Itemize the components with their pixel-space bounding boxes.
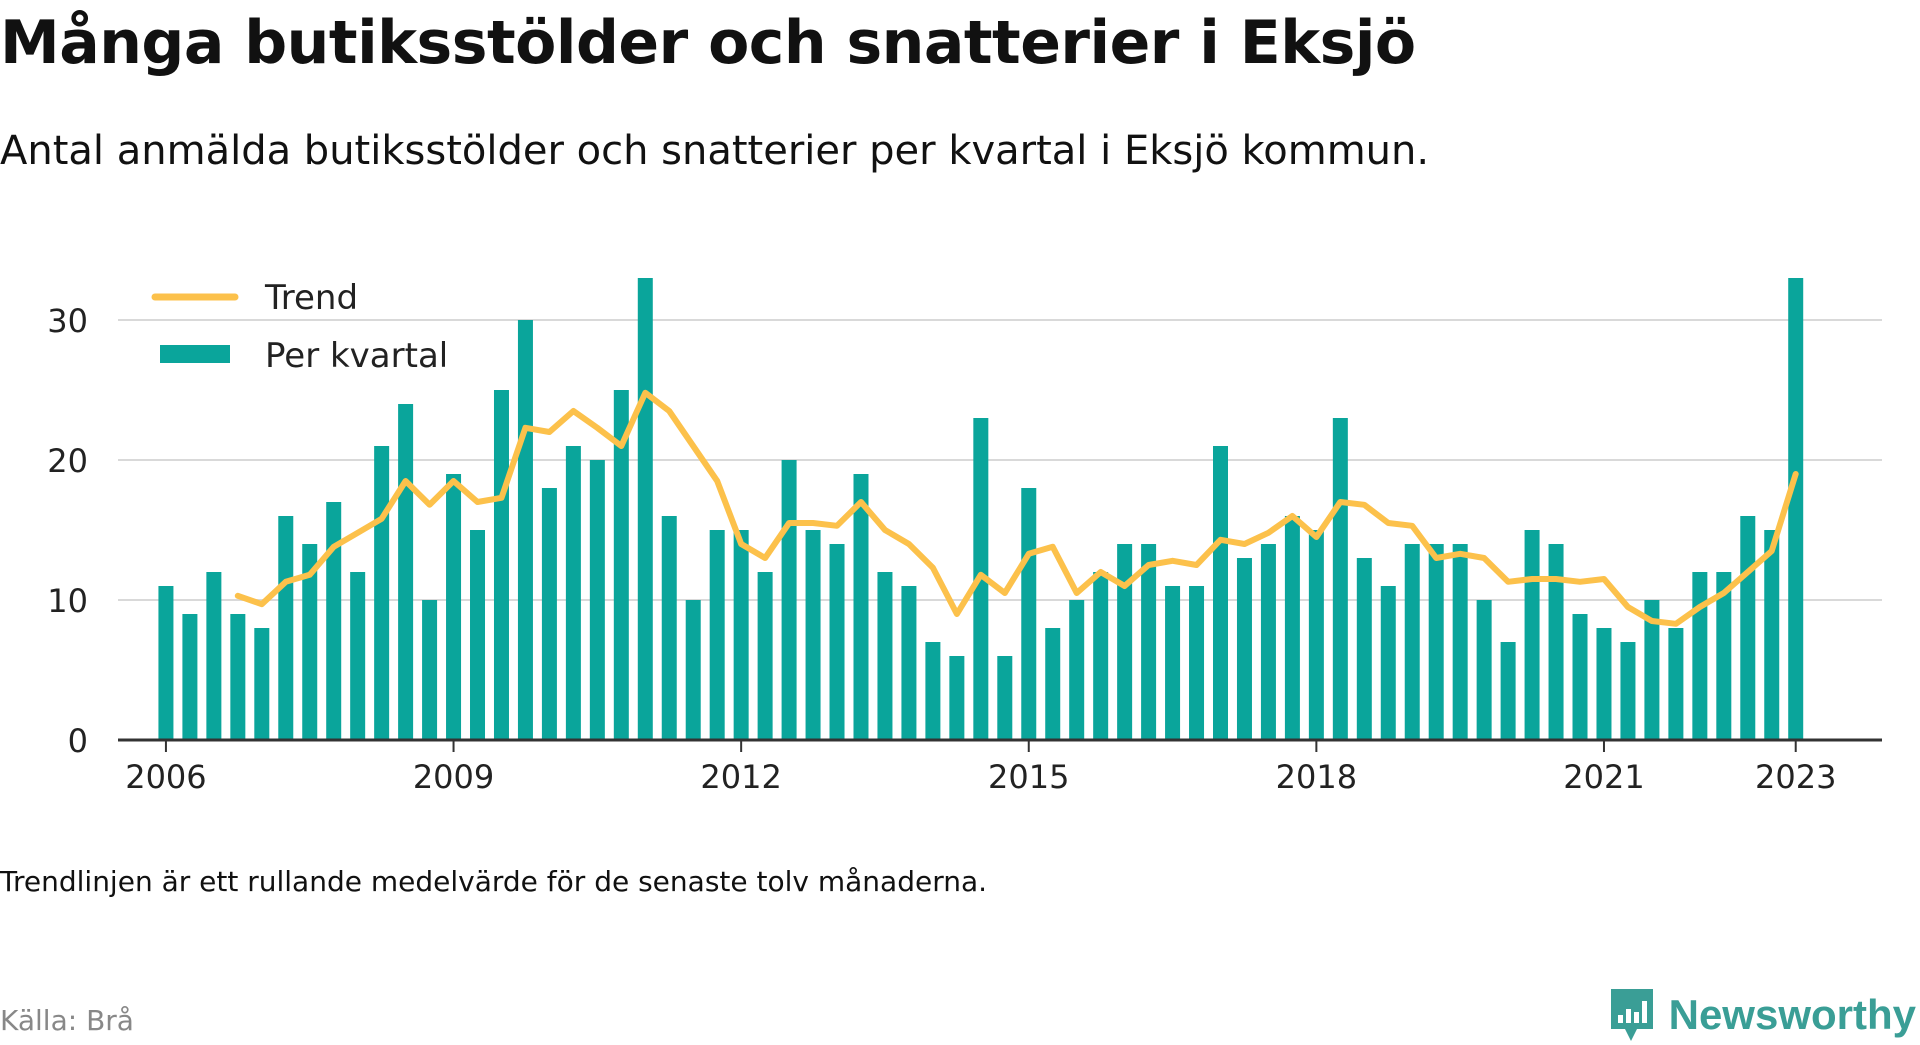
- bar: [1548, 544, 1564, 740]
- bar: [589, 460, 605, 740]
- brand-logo: Newsworthy: [1607, 985, 1916, 1045]
- bar: [302, 544, 318, 740]
- legend-bar-swatch: [160, 345, 230, 363]
- source-credit: Källa: Brå: [0, 1004, 134, 1037]
- bar: [1764, 530, 1780, 740]
- y-tick-label: 0: [68, 722, 88, 760]
- bar: [1620, 642, 1636, 740]
- x-tick-label: 2023: [1755, 758, 1836, 796]
- bar: [1452, 544, 1468, 740]
- bar: [1213, 446, 1228, 740]
- bar: [1308, 530, 1324, 740]
- bar: [1428, 544, 1444, 740]
- bar: [254, 628, 270, 740]
- bar: [278, 516, 294, 740]
- bar: [1380, 586, 1396, 740]
- bar: [493, 390, 509, 740]
- bar: [613, 390, 629, 740]
- bar: [1644, 600, 1660, 740]
- bar: [1260, 544, 1276, 740]
- x-tick-label: 2018: [1276, 758, 1357, 796]
- bar: [1117, 544, 1133, 740]
- bar: [158, 586, 174, 740]
- axes: 0 10 20 30 2006 2009 2012 2015 2018 2021 2023: [47, 302, 1882, 796]
- bar: [1596, 628, 1612, 740]
- chart-title: Många butiksstölder och snatterier i Eks…: [0, 8, 1416, 78]
- bar: [685, 600, 701, 740]
- chart-area: 0 10 20 30 2006 2009 2012 2015 2018 2021 2023 Tren…: [47, 278, 1882, 796]
- x-tick-label: 2021: [1563, 758, 1644, 796]
- bar: [1093, 572, 1109, 740]
- bar: [925, 642, 941, 740]
- bar: [949, 656, 965, 740]
- bar: [1021, 488, 1037, 740]
- bar: [1165, 586, 1181, 740]
- legend-bar-label: Per kvartal: [265, 336, 448, 376]
- bar: [637, 278, 653, 740]
- bar: [374, 446, 390, 740]
- bar: [997, 656, 1013, 740]
- newsworthy-logo-icon: [1610, 989, 1653, 1041]
- bar: [1692, 572, 1708, 740]
- bar: [853, 474, 869, 740]
- y-tick-label: 30: [47, 302, 88, 340]
- bar: [1141, 544, 1157, 740]
- bar: [901, 586, 917, 740]
- bar: [781, 460, 797, 740]
- bar: [206, 572, 222, 740]
- bar: [1284, 516, 1300, 740]
- bar: [398, 404, 414, 740]
- bar: [1524, 530, 1540, 740]
- bar: [1236, 558, 1252, 740]
- bar: [326, 502, 342, 740]
- bar: [1788, 278, 1804, 740]
- bar: [1332, 418, 1348, 740]
- bar: [541, 488, 557, 740]
- bar: [1404, 544, 1420, 740]
- bar: [1716, 572, 1732, 740]
- trend-series: [234, 389, 1799, 627]
- bar: [661, 516, 677, 740]
- bar: [230, 614, 246, 740]
- bar: [1356, 558, 1372, 740]
- bar: [350, 572, 366, 740]
- x-tick-label: 2009: [413, 758, 494, 796]
- bar: [733, 530, 749, 740]
- bar: [829, 544, 845, 740]
- bar: [757, 572, 773, 740]
- bar: [446, 474, 462, 740]
- bar: [1668, 628, 1684, 740]
- bar: [1476, 600, 1492, 740]
- bar: [1740, 516, 1756, 740]
- bar: [182, 614, 198, 740]
- legend-trend-label: Trend: [264, 278, 358, 318]
- bar: [1069, 600, 1085, 740]
- bar: [1572, 614, 1588, 740]
- trend-line: [234, 389, 1799, 627]
- legend: Trend Per kvartal: [151, 278, 448, 376]
- bar: [565, 446, 581, 740]
- bar: [805, 530, 821, 740]
- x-tick-label: 2015: [988, 758, 1069, 796]
- bar: [517, 320, 533, 740]
- bar: [422, 600, 438, 740]
- bar: [709, 530, 725, 740]
- chart-footnote: Trendlinjen är ett rullande medelvärde f…: [0, 865, 988, 898]
- brand-name: Newsworthy: [1668, 991, 1916, 1038]
- y-tick-label: 20: [47, 442, 88, 480]
- bar: [1045, 628, 1061, 740]
- y-tick-label: 10: [47, 582, 88, 620]
- x-tick-label: 2012: [700, 758, 781, 796]
- x-tick-label: 2006: [125, 758, 206, 796]
- bar: [1500, 642, 1516, 740]
- bar: [470, 530, 486, 740]
- bar: [1189, 586, 1205, 740]
- chart-subtitle: Antal anmälda butiksstölder och snatteri…: [0, 128, 1430, 174]
- bar: [877, 572, 893, 740]
